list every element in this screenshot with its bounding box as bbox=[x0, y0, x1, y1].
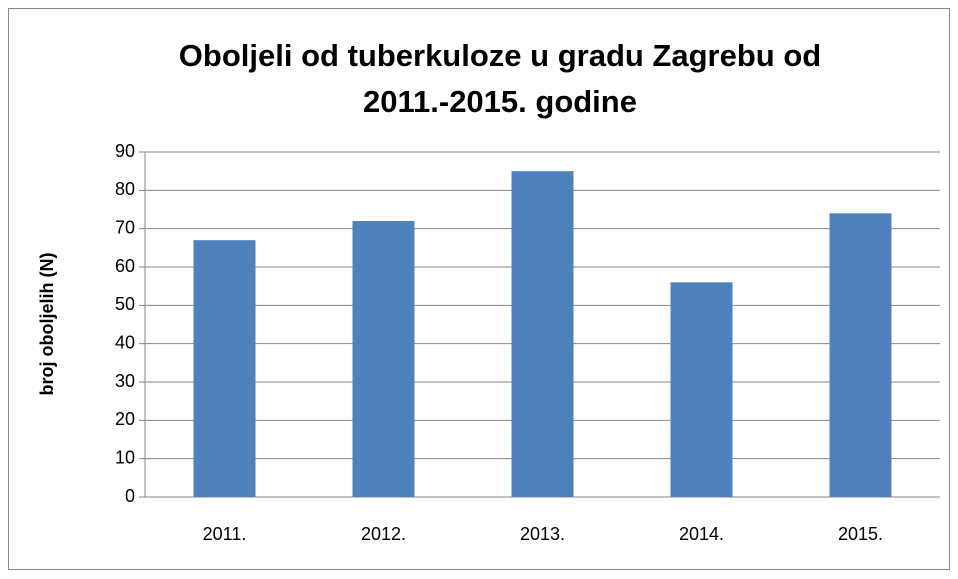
x-tick-label: 2013. bbox=[520, 524, 565, 544]
y-tick-label: 20 bbox=[115, 409, 135, 429]
bar bbox=[511, 171, 574, 497]
y-tick-label: 30 bbox=[115, 371, 135, 391]
chart-title: Oboljeli od tuberkuloze u gradu Zagrebu … bbox=[179, 38, 821, 73]
bar bbox=[352, 221, 415, 497]
x-tick-label: 2011. bbox=[203, 524, 247, 544]
y-tick-label: 80 bbox=[115, 179, 135, 199]
chart-frame bbox=[8, 8, 950, 570]
y-tick-label: 70 bbox=[115, 217, 135, 237]
bar bbox=[193, 240, 256, 497]
y-tick-label: 50 bbox=[115, 294, 135, 314]
y-tick-label: 0 bbox=[125, 486, 135, 506]
y-tick-label: 90 bbox=[115, 141, 135, 161]
bar bbox=[829, 213, 892, 498]
x-tick-label: 2012. bbox=[361, 524, 406, 544]
x-tick-label: 2014. bbox=[679, 524, 724, 544]
x-tick-label: 2015. bbox=[838, 524, 883, 544]
y-tick-label: 40 bbox=[115, 332, 135, 352]
bar bbox=[670, 282, 733, 497]
y-axis-label: broj oboljelih (N) bbox=[37, 253, 57, 396]
y-tick-label: 60 bbox=[115, 256, 135, 276]
chart-title: 2011.-2015. godine bbox=[363, 84, 637, 119]
y-tick-label: 10 bbox=[115, 447, 135, 467]
